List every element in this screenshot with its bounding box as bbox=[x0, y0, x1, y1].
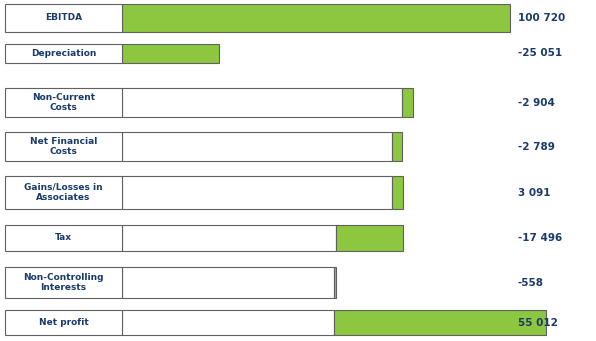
Bar bbox=[5, 4, 122, 32]
Bar bbox=[5, 225, 122, 251]
Text: 100 720: 100 720 bbox=[518, 13, 565, 23]
Text: Gains/Losses in
Associates: Gains/Losses in Associates bbox=[24, 183, 103, 202]
Text: Non-Current
Costs: Non-Current Costs bbox=[32, 93, 95, 112]
Bar bbox=[122, 88, 402, 117]
Text: 3 091: 3 091 bbox=[518, 188, 551, 197]
Bar bbox=[5, 44, 122, 63]
Bar bbox=[122, 310, 334, 335]
Text: -2 904: -2 904 bbox=[518, 98, 555, 107]
Text: Non-Controlling
Interests: Non-Controlling Interests bbox=[23, 273, 104, 292]
Bar bbox=[5, 176, 122, 209]
Bar bbox=[122, 4, 510, 32]
Bar bbox=[5, 310, 122, 335]
Bar bbox=[334, 267, 336, 298]
Bar bbox=[122, 132, 392, 161]
Bar bbox=[402, 88, 414, 117]
Bar bbox=[334, 310, 546, 335]
Text: -25 051: -25 051 bbox=[518, 48, 562, 59]
Text: Tax: Tax bbox=[55, 234, 72, 242]
Text: 55 012: 55 012 bbox=[518, 317, 558, 327]
Bar bbox=[122, 267, 334, 298]
Bar bbox=[5, 132, 122, 161]
Text: EBITDA: EBITDA bbox=[45, 14, 82, 23]
Text: -558: -558 bbox=[518, 278, 544, 287]
Bar bbox=[122, 44, 219, 63]
Text: Net profit: Net profit bbox=[39, 318, 88, 327]
Text: Depreciation: Depreciation bbox=[31, 49, 96, 58]
Text: -2 789: -2 789 bbox=[518, 142, 555, 151]
Text: Net Financial
Costs: Net Financial Costs bbox=[30, 137, 97, 156]
Bar bbox=[5, 88, 122, 117]
Bar bbox=[122, 225, 336, 251]
Text: -17 496: -17 496 bbox=[518, 233, 562, 243]
Bar bbox=[392, 176, 403, 209]
Bar bbox=[122, 176, 392, 209]
Bar bbox=[5, 267, 122, 298]
Bar bbox=[392, 132, 402, 161]
Bar bbox=[336, 225, 403, 251]
